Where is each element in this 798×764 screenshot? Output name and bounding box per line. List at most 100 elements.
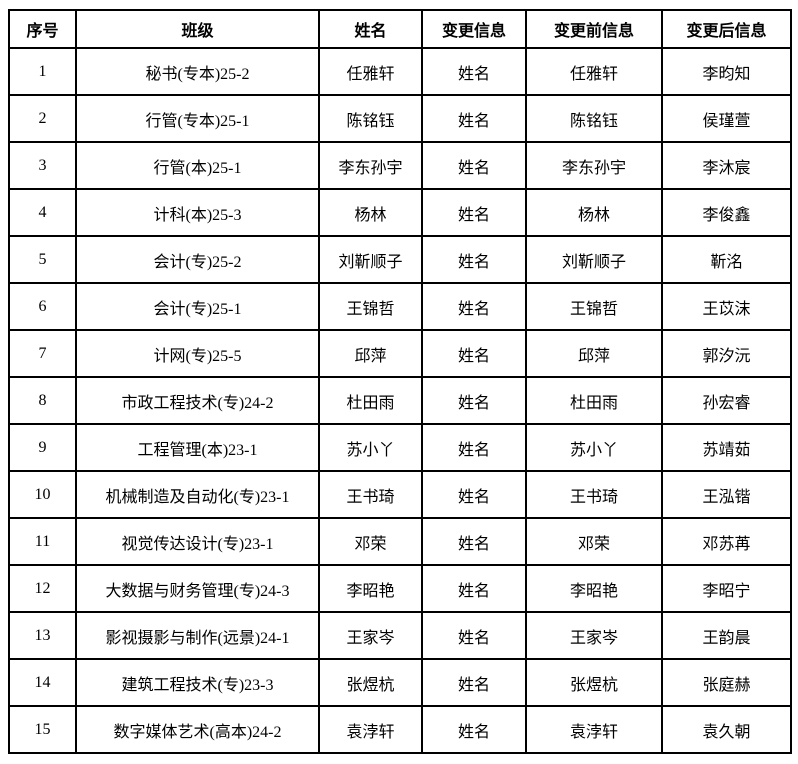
cell-name: 任雅轩 <box>318 47 423 96</box>
cell-after-value: 孙宏睿 <box>661 376 792 425</box>
cell-index: 13 <box>8 611 77 660</box>
cell-class: 影视摄影与制作(远景)24-1 <box>75 611 320 660</box>
cell-index: 12 <box>8 564 77 613</box>
cell-index: 4 <box>8 188 77 237</box>
cell-change-field: 姓名 <box>421 282 527 331</box>
cell-before-value: 王锦哲 <box>525 282 663 331</box>
cell-name: 苏小丫 <box>318 423 423 472</box>
header-row: 序号 班级 姓名 变更信息 变更前信息 变更后信息 <box>8 9 792 49</box>
cell-class: 计科(本)25-3 <box>75 188 320 237</box>
header-after-value: 变更后信息 <box>661 9 792 49</box>
cell-class: 市政工程技术(专)24-2 <box>75 376 320 425</box>
cell-change-field: 姓名 <box>421 376 527 425</box>
cell-class: 视觉传达设计(专)23-1 <box>75 517 320 566</box>
cell-change-field: 姓名 <box>421 705 527 754</box>
cell-change-field: 姓名 <box>421 235 527 284</box>
header-index: 序号 <box>8 9 77 49</box>
cell-index: 8 <box>8 376 77 425</box>
cell-name: 邱萍 <box>318 329 423 378</box>
cell-after-value: 侯瑾萱 <box>661 94 792 143</box>
table-row: 13 影视摄影与制作(远景)24-1 王家岑 姓名 王家岑 王韵晨 <box>8 611 792 660</box>
table-row: 4 计科(本)25-3 杨林 姓名 杨林 李俊鑫 <box>8 188 792 237</box>
cell-index: 7 <box>8 329 77 378</box>
header-before-value: 变更前信息 <box>525 9 663 49</box>
cell-name: 刘靳顺子 <box>318 235 423 284</box>
table-row: 8 市政工程技术(专)24-2 杜田雨 姓名 杜田雨 孙宏睿 <box>8 376 792 425</box>
cell-before-value: 李东孙宇 <box>525 141 663 190</box>
cell-name: 李东孙宇 <box>318 141 423 190</box>
cell-change-field: 姓名 <box>421 564 527 613</box>
cell-before-value: 杨林 <box>525 188 663 237</box>
cell-class: 工程管理(本)23-1 <box>75 423 320 472</box>
cell-change-field: 姓名 <box>421 423 527 472</box>
cell-change-field: 姓名 <box>421 94 527 143</box>
cell-change-field: 姓名 <box>421 188 527 237</box>
cell-change-field: 姓名 <box>421 658 527 707</box>
cell-after-value: 邓苏苒 <box>661 517 792 566</box>
cell-after-value: 靳洺 <box>661 235 792 284</box>
cell-index: 1 <box>8 47 77 96</box>
cell-name: 邓荣 <box>318 517 423 566</box>
cell-class: 数字媒体艺术(高本)24-2 <box>75 705 320 754</box>
cell-after-value: 李昀知 <box>661 47 792 96</box>
cell-after-value: 王泓锴 <box>661 470 792 519</box>
cell-change-field: 姓名 <box>421 470 527 519</box>
cell-change-field: 姓名 <box>421 517 527 566</box>
cell-before-value: 苏小丫 <box>525 423 663 472</box>
cell-class: 秘书(专本)25-2 <box>75 47 320 96</box>
cell-index: 9 <box>8 423 77 472</box>
cell-index: 6 <box>8 282 77 331</box>
table-row: 15 数字媒体艺术(高本)24-2 袁浡轩 姓名 袁浡轩 袁久朝 <box>8 705 792 754</box>
cell-index: 14 <box>8 658 77 707</box>
cell-before-value: 陈铭钰 <box>525 94 663 143</box>
cell-class: 行管(专本)25-1 <box>75 94 320 143</box>
cell-before-value: 刘靳顺子 <box>525 235 663 284</box>
table-header: 序号 班级 姓名 变更信息 变更前信息 变更后信息 <box>8 9 792 49</box>
cell-after-value: 王韵晨 <box>661 611 792 660</box>
cell-after-value: 张庭赫 <box>661 658 792 707</box>
cell-name: 杜田雨 <box>318 376 423 425</box>
cell-after-value: 郭汐沅 <box>661 329 792 378</box>
cell-name: 陈铭钰 <box>318 94 423 143</box>
cell-change-field: 姓名 <box>421 141 527 190</box>
cell-class: 建筑工程技术(专)23-3 <box>75 658 320 707</box>
cell-before-value: 王书琦 <box>525 470 663 519</box>
header-change-field: 变更信息 <box>421 9 527 49</box>
table-row: 9 工程管理(本)23-1 苏小丫 姓名 苏小丫 苏靖茹 <box>8 423 792 472</box>
table-row: 10 机械制造及自动化(专)23-1 王书琦 姓名 王书琦 王泓锴 <box>8 470 792 519</box>
cell-after-value: 李昭宁 <box>661 564 792 613</box>
table-body: 1 秘书(专本)25-2 任雅轩 姓名 任雅轩 李昀知 2 行管(专本)25-1 陈铭钰 姓名 陈铭… <box>8 47 792 754</box>
cell-name: 王锦哲 <box>318 282 423 331</box>
cell-before-value: 杜田雨 <box>525 376 663 425</box>
header-class: 班级 <box>75 9 320 49</box>
cell-name: 杨林 <box>318 188 423 237</box>
header-name: 姓名 <box>318 9 423 49</box>
cell-index: 5 <box>8 235 77 284</box>
cell-index: 11 <box>8 517 77 566</box>
cell-index: 10 <box>8 470 77 519</box>
table-row: 6 会计(专)25-1 王锦哲 姓名 王锦哲 王苡沫 <box>8 282 792 331</box>
table-row: 7 计网(专)25-5 邱萍 姓名 邱萍 郭汐沅 <box>8 329 792 378</box>
cell-before-value: 任雅轩 <box>525 47 663 96</box>
cell-name: 袁浡轩 <box>318 705 423 754</box>
cell-change-field: 姓名 <box>421 611 527 660</box>
cell-change-field: 姓名 <box>421 47 527 96</box>
cell-class: 机械制造及自动化(专)23-1 <box>75 470 320 519</box>
cell-after-value: 袁久朝 <box>661 705 792 754</box>
cell-name: 王家岑 <box>318 611 423 660</box>
cell-name: 王书琦 <box>318 470 423 519</box>
student-name-change-table: 序号 班级 姓名 变更信息 变更前信息 变更后信息 1 秘书(专本)25-2 任雅轩 姓名 任雅轩… <box>8 9 792 754</box>
table-row: 12 大数据与财务管理(专)24-3 李昭艳 姓名 李昭艳 李昭宁 <box>8 564 792 613</box>
cell-index: 2 <box>8 94 77 143</box>
cell-class: 会计(专)25-1 <box>75 282 320 331</box>
table-row: 11 视觉传达设计(专)23-1 邓荣 姓名 邓荣 邓苏苒 <box>8 517 792 566</box>
cell-name: 李昭艳 <box>318 564 423 613</box>
table-row: 3 行管(本)25-1 李东孙宇 姓名 李东孙宇 李沐宸 <box>8 141 792 190</box>
table-row: 5 会计(专)25-2 刘靳顺子 姓名 刘靳顺子 靳洺 <box>8 235 792 284</box>
cell-before-value: 邱萍 <box>525 329 663 378</box>
cell-after-value: 苏靖茹 <box>661 423 792 472</box>
table-row: 2 行管(专本)25-1 陈铭钰 姓名 陈铭钰 侯瑾萱 <box>8 94 792 143</box>
cell-after-value: 李俊鑫 <box>661 188 792 237</box>
cell-class: 大数据与财务管理(专)24-3 <box>75 564 320 613</box>
